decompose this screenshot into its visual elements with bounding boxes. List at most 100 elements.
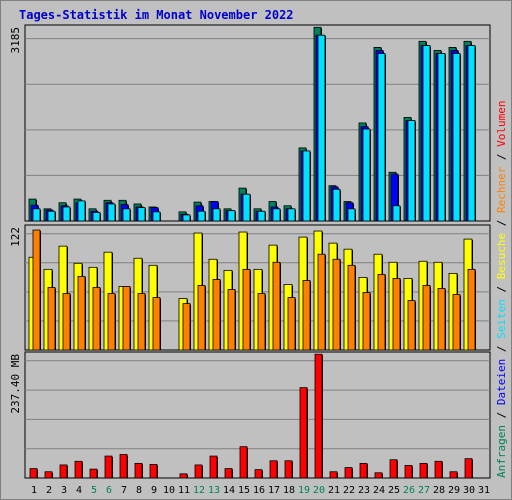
- bar-volumen: [209, 455, 218, 479]
- x-tick-label: 31: [478, 485, 490, 496]
- bar-rechner: [92, 287, 101, 351]
- bar-rechner: [227, 289, 236, 351]
- x-tick-label: 17: [268, 485, 280, 496]
- x-tick-label: 26: [403, 485, 415, 496]
- bar-seiten: [332, 188, 341, 222]
- bar-volumen: [329, 471, 338, 479]
- x-tick-label: 29: [448, 485, 460, 496]
- series-legend: Anfragen / Dateien / Seiten / Besuche / …: [495, 100, 508, 478]
- x-tick-label: 6: [106, 485, 112, 496]
- bar-seiten: [437, 53, 446, 222]
- bar-rechner: [302, 280, 311, 351]
- bar-rechner: [332, 258, 341, 351]
- bar-seiten: [407, 120, 416, 222]
- legend-entry: Anfragen: [495, 425, 508, 478]
- bar-volumen: [254, 469, 263, 479]
- x-tick-label: 7: [121, 485, 127, 496]
- panel-bottom: [24, 351, 491, 479]
- bar-rechner: [452, 294, 461, 351]
- bar-rechner: [467, 268, 476, 351]
- bar-volumen: [89, 468, 98, 479]
- bar-seiten: [122, 208, 131, 222]
- bar-seiten: [467, 45, 476, 222]
- bar-seiten: [107, 203, 116, 222]
- bar-rechner: [152, 297, 161, 351]
- x-tick-label: 19: [298, 485, 310, 496]
- bar-volumen: [44, 471, 53, 479]
- legend-entry: Rechner: [495, 166, 508, 213]
- bar-rechner: [377, 273, 386, 351]
- legend-entry: /: [495, 213, 508, 233]
- bar-seiten: [257, 210, 266, 222]
- bar-volumen: [59, 464, 68, 479]
- bar-volumen: [314, 353, 323, 479]
- bar-volumen: [434, 460, 443, 479]
- bar-rechner: [77, 276, 86, 351]
- bar-volumen: [74, 460, 83, 479]
- y-axis-max-label: 3185: [9, 27, 22, 54]
- x-tick-label: 2: [46, 485, 52, 496]
- bar-rechner: [32, 229, 41, 351]
- bar-seiten: [152, 211, 161, 222]
- bar-volumen: [179, 473, 188, 479]
- legend-entry: Besuche: [495, 233, 508, 279]
- bar-seiten: [32, 208, 41, 222]
- bar-rechner: [392, 278, 401, 351]
- x-tick-label: 4: [76, 485, 82, 496]
- legend-entry: /: [495, 147, 508, 167]
- bar-volumen: [149, 464, 158, 479]
- bar-volumen: [269, 460, 278, 479]
- bar-seiten: [212, 208, 221, 222]
- bar-rechner: [137, 293, 146, 351]
- bar-seiten: [197, 210, 206, 222]
- bar-volumen: [344, 467, 353, 479]
- bar-volumen: [29, 468, 38, 479]
- x-tick-label: 23: [358, 485, 370, 496]
- legend-entry: Dateien: [495, 359, 508, 405]
- bar-volumen: [134, 462, 143, 479]
- legend-entry: /: [495, 339, 508, 359]
- bar-rechner: [107, 293, 116, 351]
- legend-entry: Seiten: [495, 299, 508, 339]
- bar-volumen: [284, 460, 293, 479]
- bar-rechner: [212, 279, 221, 351]
- bar-rechner: [317, 253, 326, 351]
- x-tick-label: 1: [31, 485, 37, 496]
- x-tick-label: 8: [136, 485, 142, 496]
- bar-volumen: [299, 387, 308, 479]
- x-tick-label: 13: [208, 485, 220, 496]
- bar-rechner: [347, 264, 356, 351]
- bar-volumen: [224, 468, 233, 479]
- bar-volumen: [104, 455, 113, 479]
- bar-rechner: [362, 292, 371, 351]
- bar-seiten: [287, 208, 296, 222]
- bar-rechner: [272, 261, 281, 351]
- bar-rechner: [197, 285, 206, 351]
- bar-rechner: [242, 268, 251, 351]
- bar-seiten: [302, 150, 311, 222]
- x-tick-label: 12: [193, 485, 205, 496]
- bar-seiten: [377, 53, 386, 222]
- y-axis-max-label: 122: [9, 227, 22, 247]
- x-tick-label: 20: [313, 485, 325, 496]
- bar-volumen: [404, 465, 413, 479]
- x-tick-label: 24: [373, 485, 385, 496]
- x-tick-label: 18: [283, 485, 295, 496]
- bar-seiten: [62, 206, 71, 222]
- x-tick-label: 10: [163, 485, 175, 496]
- x-tick-label: 25: [388, 485, 400, 496]
- chart-title: Tages-Statistik im Monat November 2022: [19, 8, 294, 22]
- bar-seiten: [182, 214, 191, 222]
- x-tick-label: 11: [178, 485, 190, 496]
- bar-seiten: [272, 208, 281, 222]
- bar-seiten: [242, 193, 251, 222]
- bar-volumen: [389, 459, 398, 479]
- bar-rechner: [437, 288, 446, 351]
- bar-seiten: [92, 212, 101, 222]
- bar-seiten: [392, 205, 401, 222]
- x-tick-label: 14: [223, 485, 235, 496]
- bar-rechner: [62, 293, 71, 351]
- bar-rechner: [407, 300, 416, 351]
- bar-seiten: [452, 53, 461, 222]
